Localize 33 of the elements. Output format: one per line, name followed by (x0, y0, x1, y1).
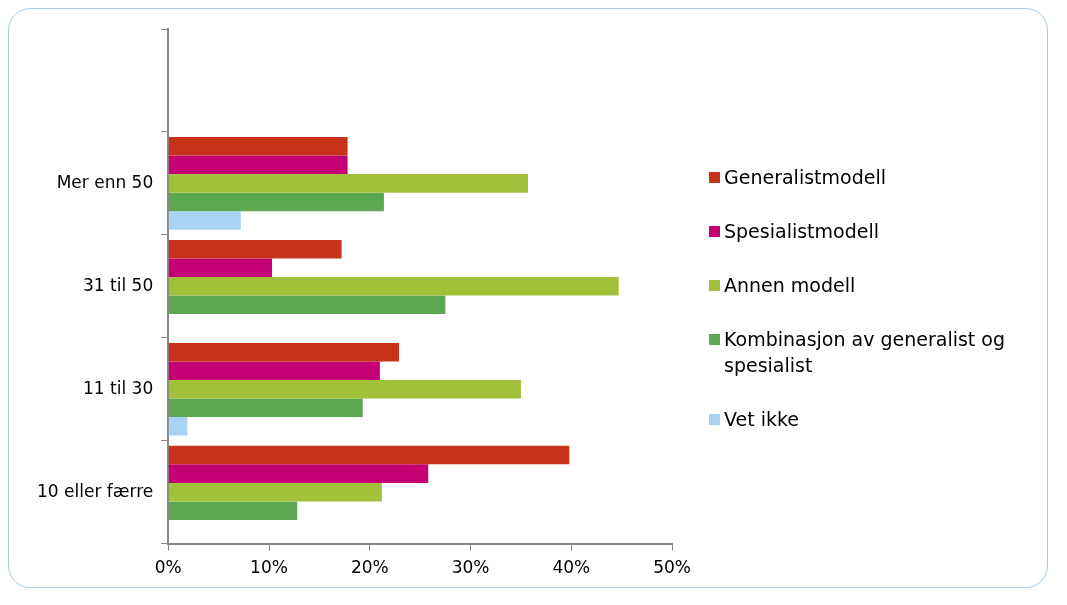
bar (168, 342, 400, 362)
legend-label: Annen modell (724, 273, 856, 298)
bar (168, 211, 241, 230)
bar (168, 174, 528, 193)
bar (168, 277, 619, 296)
bar (168, 137, 348, 156)
legend-label: Kombinasjon av generalist og spesialist (724, 327, 1007, 378)
bar (168, 482, 382, 502)
bar (168, 464, 429, 483)
x-tick-label: 0% (154, 557, 182, 578)
bar (168, 258, 273, 278)
x-tick-label: 20% (350, 557, 389, 578)
y-tick-label: Mer enn 50 (56, 171, 154, 192)
legend-label: Vet ikke (724, 407, 799, 432)
bar (168, 379, 521, 399)
y-tick-label: 31 til 50 (83, 274, 154, 295)
bar (168, 417, 188, 436)
bar (168, 501, 298, 520)
bar (168, 192, 384, 212)
bar (168, 295, 446, 315)
bar (168, 155, 348, 175)
x-tick-label: 50% (653, 557, 692, 578)
y-tick-label: 11 til 30 (83, 377, 154, 398)
x-tick-label: 10% (250, 557, 288, 578)
legend-label: Spesialistmodell (724, 219, 879, 244)
bar (168, 361, 380, 380)
x-tick-label: 40% (552, 557, 591, 578)
bar (168, 239, 342, 259)
x-tick-label: 30% (451, 557, 490, 578)
y-tick-label: 10 eller færre (36, 480, 154, 501)
bar (168, 398, 363, 418)
legend-label: Generalistmodell (724, 165, 886, 190)
bar (168, 445, 570, 465)
